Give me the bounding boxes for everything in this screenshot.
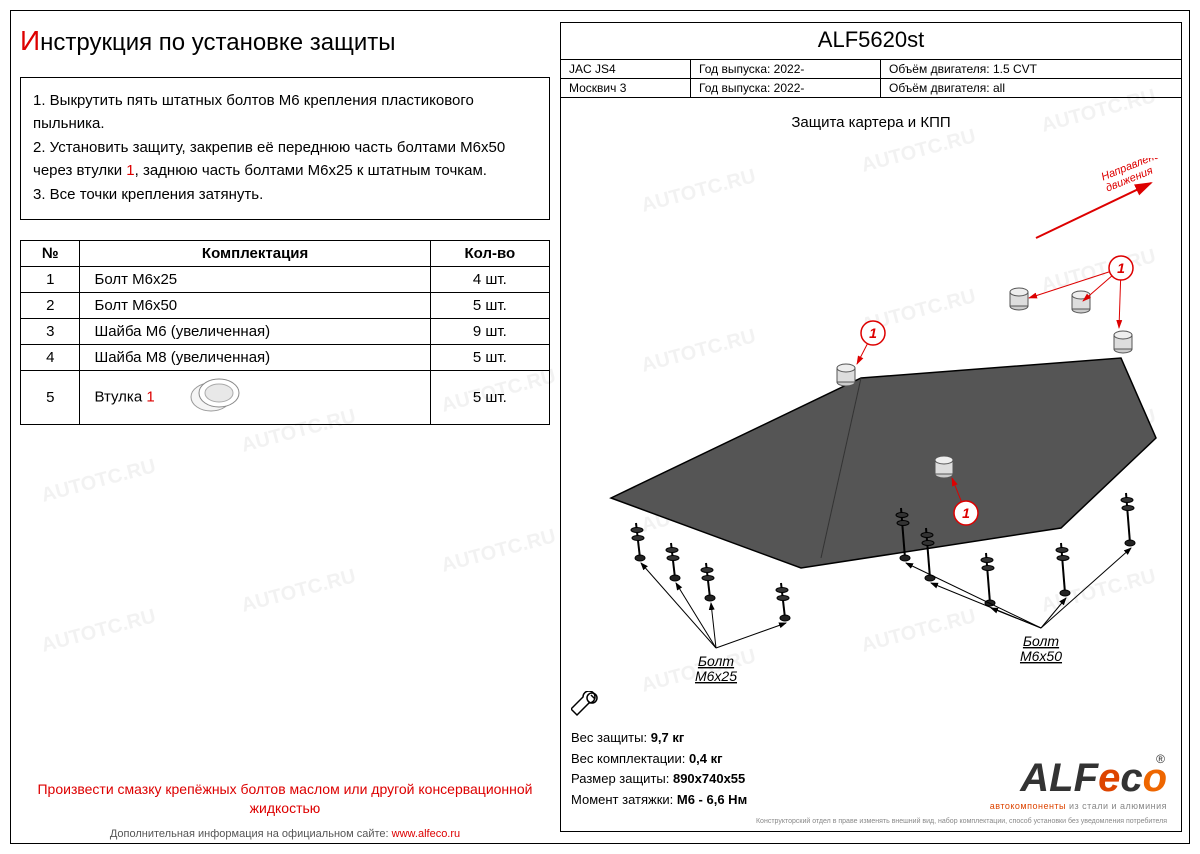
- logo-text: ALFeco: [1020, 756, 1167, 800]
- col-number: №: [21, 240, 80, 266]
- cell-name: Втулка 1: [80, 370, 430, 424]
- svg-text:М6х50: М6х50: [1020, 648, 1062, 664]
- vehicle-year: Год выпуска: 2022-: [691, 79, 881, 97]
- instruction-line: 3. Все точки крепления затянуть.: [33, 184, 537, 207]
- cell-number: 2: [21, 292, 80, 318]
- svg-text:1: 1: [1117, 260, 1125, 276]
- footer-text: Дополнительная информация на официальном…: [110, 828, 392, 840]
- title-rest: нструкция по установке защиты: [40, 29, 395, 56]
- cell-name: Болт М6х25: [80, 266, 430, 292]
- spec-line: Момент затяжки: М6 - 6,6 Нм: [571, 790, 747, 811]
- logo-subtitle: автокомпоненты из стали и алюминия: [990, 801, 1167, 811]
- vehicle-model: Москвич 3: [561, 79, 691, 97]
- spec-line: Размер защиты: 890х740х55: [571, 769, 747, 790]
- table-row: 5 Втулка 1 5 шт.: [21, 370, 550, 424]
- cell-number: 3: [21, 318, 80, 344]
- vehicle-year: Год выпуска: 2022-: [691, 60, 881, 78]
- assembly-diagram: Направлениедвижения111БолтМ6х25БолтМ6х50: [561, 158, 1181, 718]
- table-row: 1 Болт М6х25 4 шт.: [21, 266, 550, 292]
- footer-url[interactable]: www.alfeco.ru: [392, 828, 460, 840]
- vehicle-engine: Объём двигателя: 1.5 CVT: [881, 60, 1181, 78]
- cell-qty: 9 шт.: [430, 318, 549, 344]
- spec-line: Вес комплектации: 0,4 кг: [571, 749, 747, 770]
- cell-name: Шайба М8 (увеличенная): [80, 344, 430, 370]
- disclaimer: Конструкторский отдел в праве изменять в…: [756, 818, 1167, 825]
- instruction-line: 1. Выкрутить пять штатных болтов М6 креп…: [33, 90, 537, 135]
- col-name: Комплектация: [80, 240, 430, 266]
- desc-title: Защита картера и КПП: [561, 114, 1181, 131]
- table-row: 2 Болт М6х50 5 шт.: [21, 292, 550, 318]
- cell-name: Болт М6х50: [80, 292, 430, 318]
- registered-icon: ®: [1156, 752, 1165, 766]
- wrench-icon: [571, 691, 601, 721]
- cell-qty: 5 шт.: [430, 370, 549, 424]
- left-column: Инструкция по установке защиты 1. Выкрут…: [20, 25, 550, 425]
- cell-name: Шайба М6 (увеличенная): [80, 318, 430, 344]
- cell-qty: 5 шт.: [430, 292, 549, 318]
- vehicle-row: JAC JS4 Год выпуска: 2022- Объём двигате…: [561, 59, 1181, 79]
- part-number: ALF5620st: [561, 27, 1181, 53]
- page-title: Инструкция по установке защиты: [20, 25, 550, 57]
- warning-text: Произвести смазку крепёжных болтов масло…: [20, 780, 550, 819]
- svg-text:М6х25: М6х25: [695, 668, 737, 684]
- bottom-specs: Вес защиты: 9,7 кгВес комплектации: 0,4 …: [571, 728, 747, 811]
- svg-text:1: 1: [869, 325, 877, 341]
- vehicle-row: Москвич 3 Год выпуска: 2022- Объём двига…: [561, 79, 1181, 98]
- table-row: 4 Шайба М8 (увеличенная) 5 шт.: [21, 344, 550, 370]
- bushing-icon: [185, 375, 245, 420]
- parts-table: № Комплектация Кол-во 1 Болт М6х25 4 шт.…: [20, 240, 550, 425]
- cell-qty: 4 шт.: [430, 266, 549, 292]
- instruction-line: 2. Установить защиту, закрепив её передн…: [33, 137, 537, 182]
- vehicle-engine: Объём двигателя: all: [881, 79, 1181, 97]
- table-row: 3 Шайба М6 (увеличенная) 9 шт.: [21, 318, 550, 344]
- right-panel: ALF5620st JAC JS4 Год выпуска: 2022- Объ…: [560, 22, 1182, 832]
- cell-qty: 5 шт.: [430, 344, 549, 370]
- footer-link: Дополнительная информация на официальном…: [20, 828, 550, 840]
- cell-number: 4: [21, 344, 80, 370]
- title-first-letter: И: [20, 25, 40, 56]
- cell-number: 1: [21, 266, 80, 292]
- table-header-row: № Комплектация Кол-во: [21, 240, 550, 266]
- instructions-box: 1. Выкрутить пять штатных болтов М6 креп…: [20, 77, 550, 220]
- logo-block: ALFeco ® автокомпоненты из стали и алюми…: [990, 756, 1167, 811]
- vehicle-model: JAC JS4: [561, 60, 691, 78]
- spec-line: Вес защиты: 9,7 кг: [571, 728, 747, 749]
- svg-text:1: 1: [962, 505, 970, 521]
- svg-text:Болт: Болт: [698, 653, 734, 669]
- cell-number: 5: [21, 370, 80, 424]
- col-qty: Кол-во: [430, 240, 549, 266]
- svg-text:Болт: Болт: [1023, 633, 1059, 649]
